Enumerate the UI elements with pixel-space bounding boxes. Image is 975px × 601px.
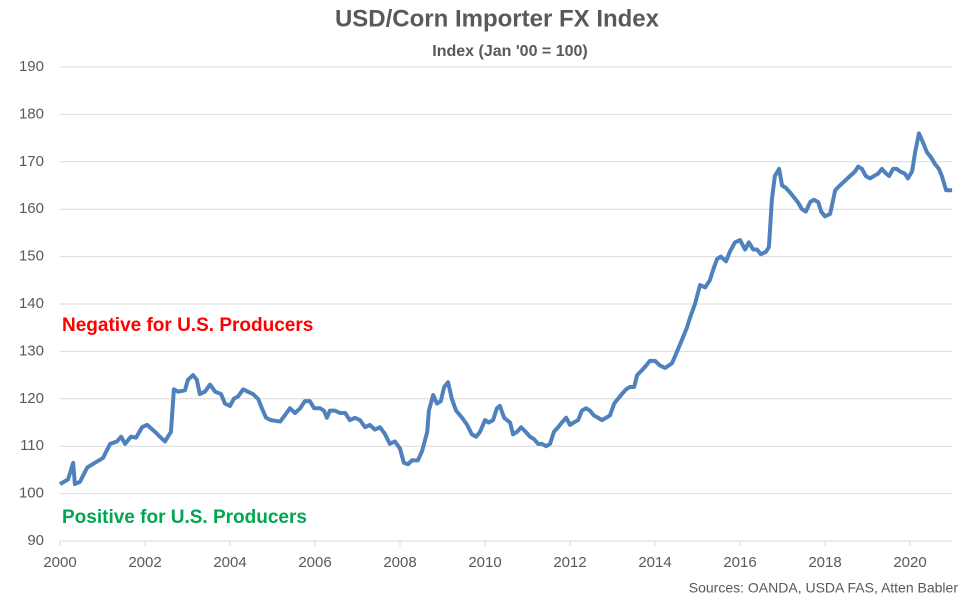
chart-subtitle: Index (Jan '00 = 100) bbox=[432, 43, 587, 60]
x-tick-label: 2012 bbox=[553, 554, 586, 571]
y-tick-label: 170 bbox=[19, 153, 44, 170]
x-tick-label: 2014 bbox=[638, 554, 671, 571]
x-tick-label: 2008 bbox=[383, 554, 416, 571]
y-tick-label: 90 bbox=[27, 532, 44, 549]
x-tick-label: 2006 bbox=[298, 554, 331, 571]
x-tick-label: 2004 bbox=[213, 554, 246, 571]
y-tick-label: 130 bbox=[19, 342, 44, 359]
x-tick-label: 2002 bbox=[128, 554, 161, 571]
x-tick-label: 2016 bbox=[723, 554, 756, 571]
x-tick-label: 2010 bbox=[468, 554, 501, 571]
line-series bbox=[58, 131, 953, 487]
x-tick-label: 2020 bbox=[893, 554, 926, 571]
y-tick-label: 100 bbox=[19, 485, 44, 502]
x-tick-label: 2000 bbox=[43, 554, 76, 571]
y-tick-label: 110 bbox=[20, 437, 44, 454]
chart-title: USD/Corn Importer FX Index bbox=[335, 5, 660, 32]
x-tick-label: 2018 bbox=[808, 554, 841, 571]
y-tick-label: 160 bbox=[19, 200, 44, 217]
y-tick-label: 120 bbox=[19, 390, 44, 407]
annotation: Positive for U.S. Producers bbox=[62, 507, 307, 528]
annotation: Negative for U.S. Producers bbox=[62, 315, 313, 336]
y-tick-label: 150 bbox=[19, 248, 44, 265]
y-tick-label: 140 bbox=[19, 295, 44, 312]
source-note: Sources: OANDA, USDA FAS, Atten Babler bbox=[689, 580, 959, 596]
y-tick-label: 180 bbox=[19, 105, 44, 122]
y-tick-label: 190 bbox=[19, 58, 44, 75]
